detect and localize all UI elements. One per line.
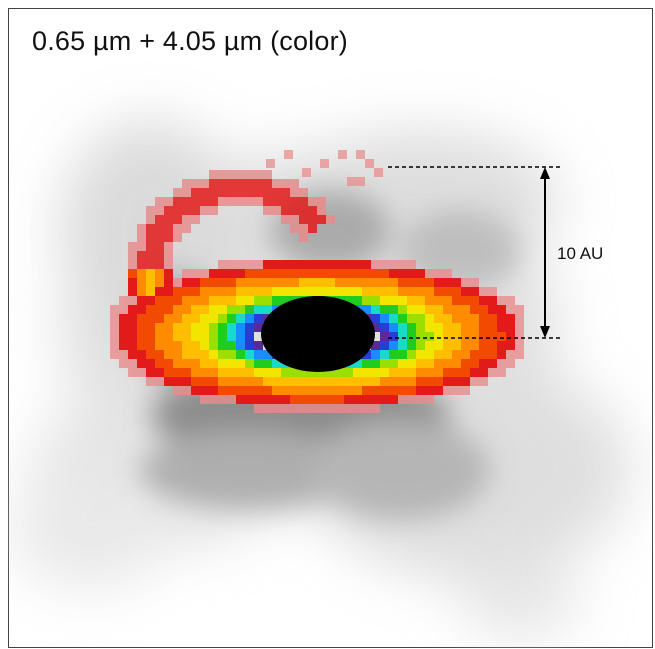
figure-caption: 0.65 µm + 4.05 µm (color) bbox=[32, 26, 348, 56]
saturated-core bbox=[261, 296, 375, 372]
scale-bar-label: 10 AU bbox=[557, 244, 604, 263]
scale-arrow-up-head bbox=[540, 167, 550, 179]
infrared-color-overlay bbox=[110, 150, 524, 413]
scale-arrow-down-head bbox=[540, 326, 550, 338]
